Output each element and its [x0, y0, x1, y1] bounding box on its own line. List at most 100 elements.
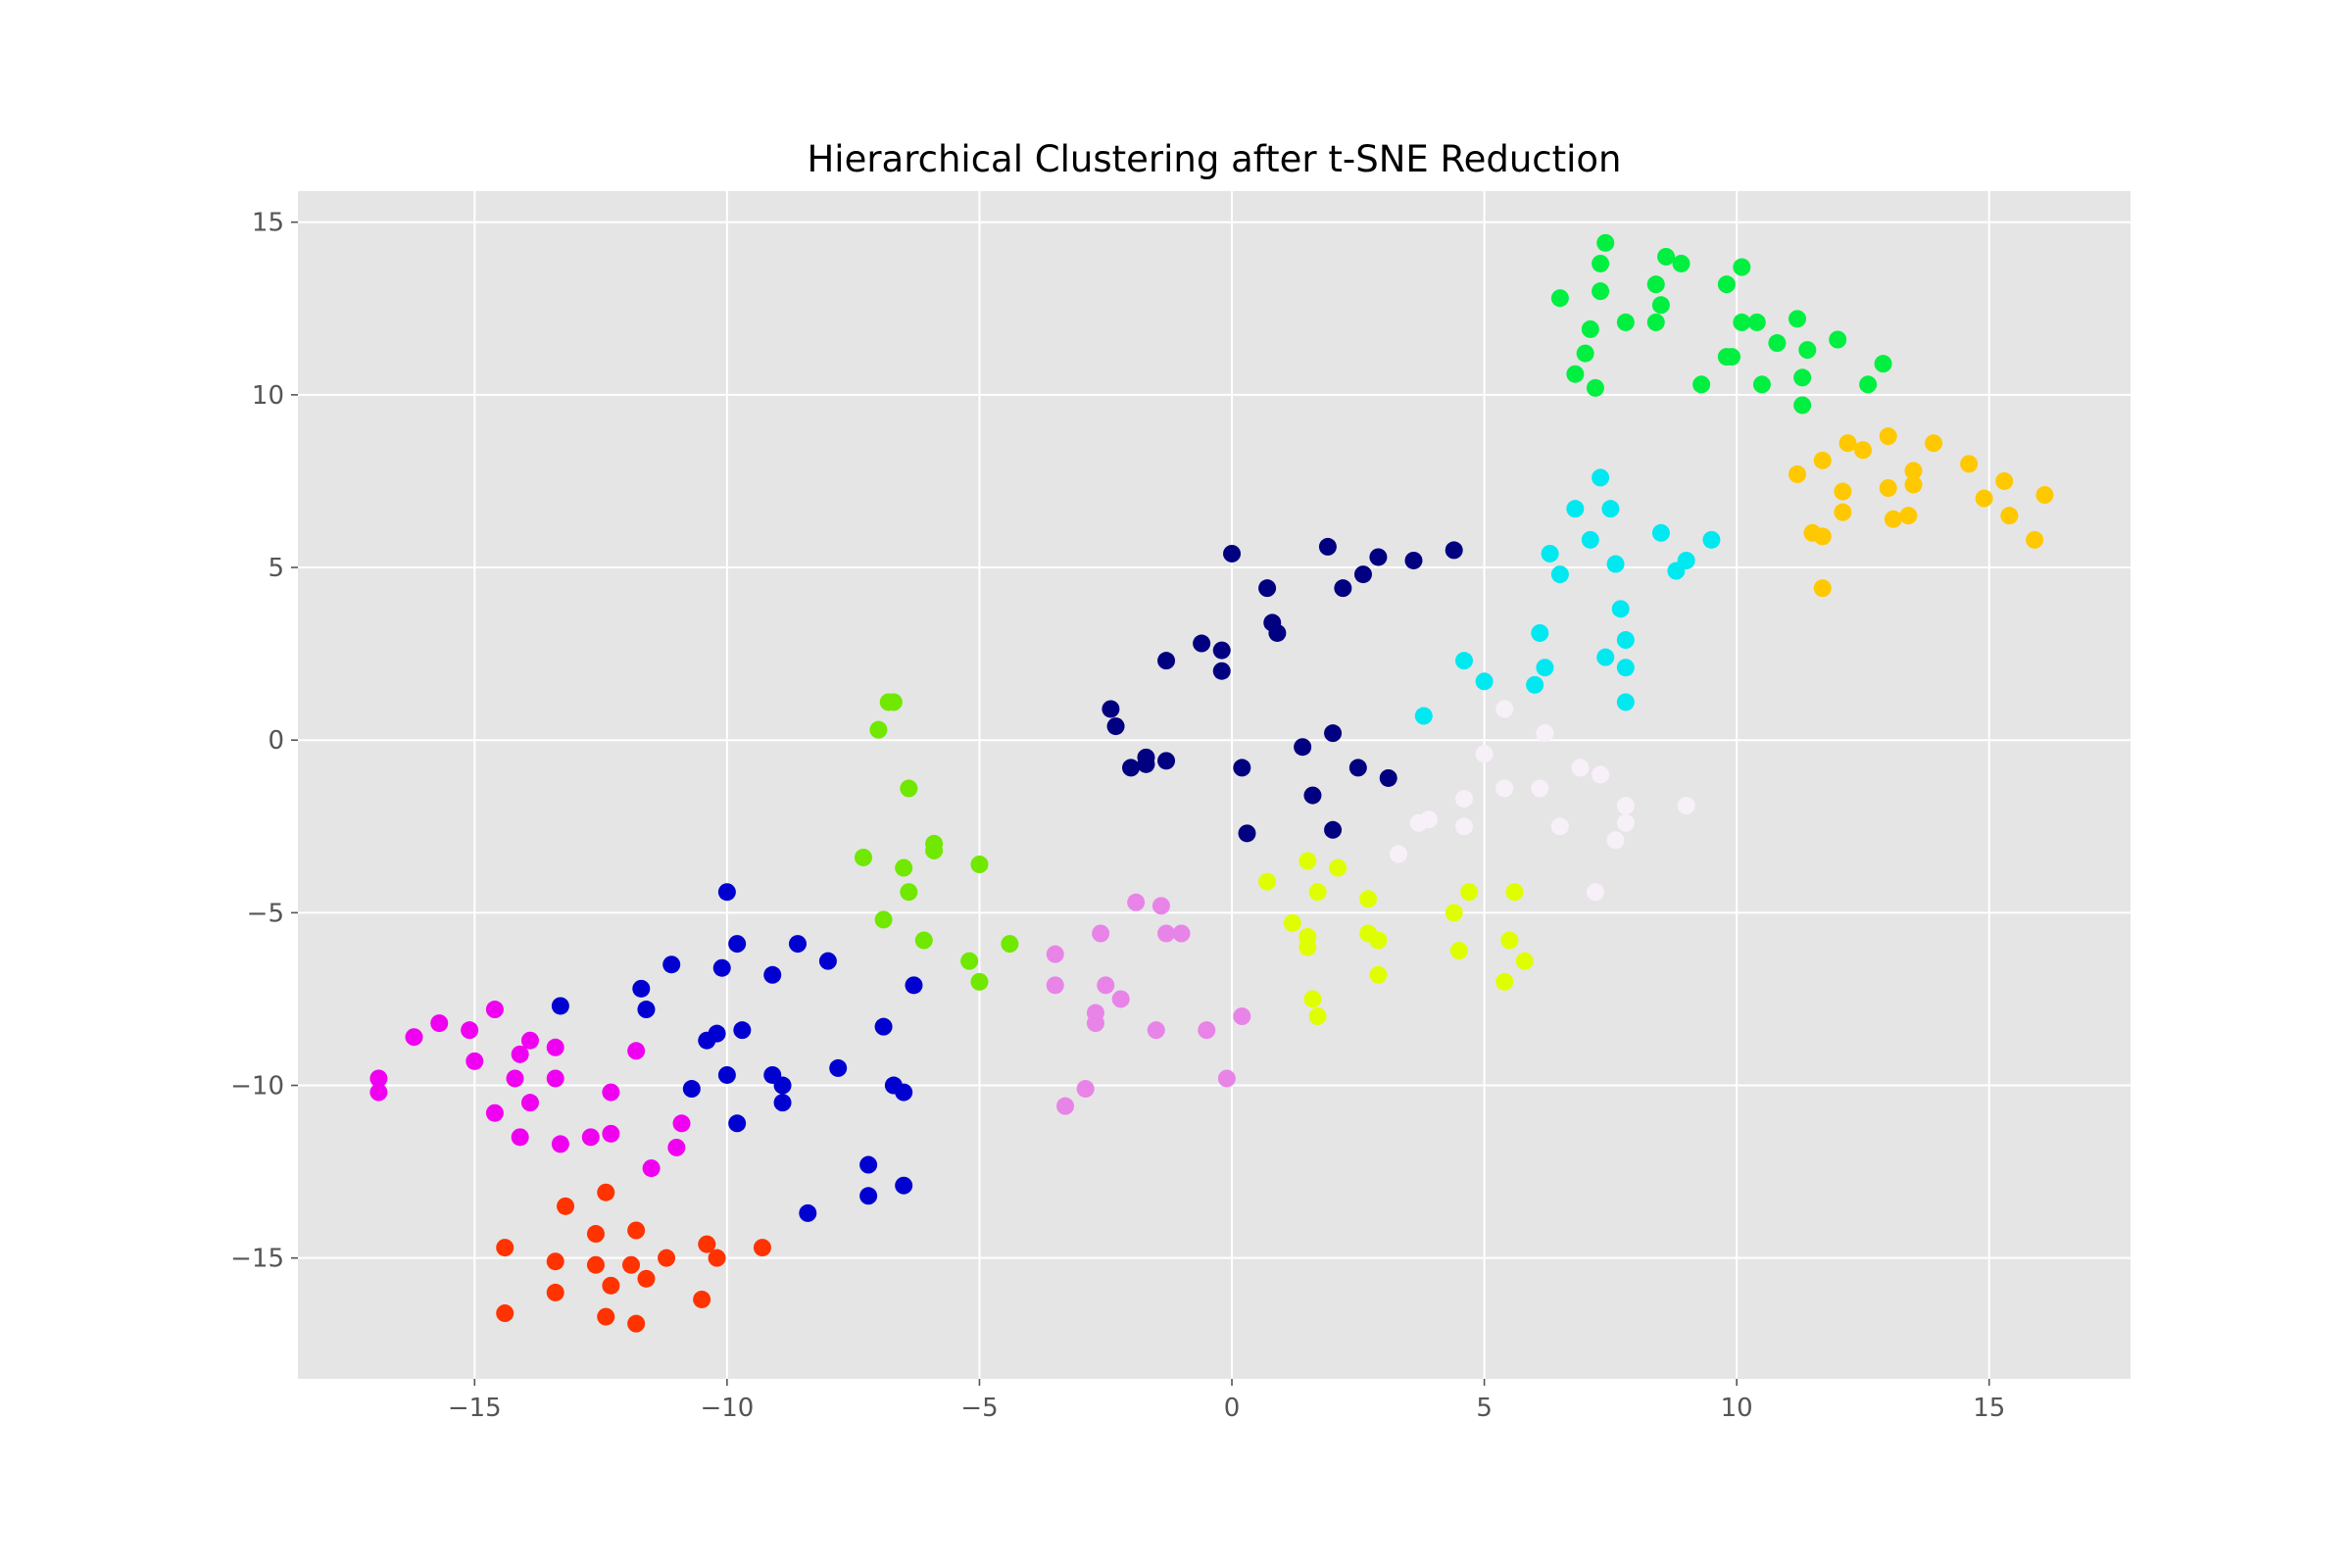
y-tick-label: 10: [252, 381, 284, 411]
data-point: [581, 1128, 600, 1147]
data-point: [829, 1058, 848, 1077]
data-point: [1834, 482, 1852, 501]
data-point: [1198, 1021, 1216, 1040]
data-point: [2026, 530, 2044, 549]
data-point: [1733, 258, 1751, 276]
data-point: [1536, 659, 1554, 677]
data-point: [1268, 623, 1287, 642]
data-point: [632, 979, 651, 998]
data-point: [1298, 852, 1317, 870]
data-point: [637, 1269, 656, 1288]
data-point: [1217, 1069, 1236, 1088]
data-point: [1495, 779, 1514, 798]
data-point: [1526, 675, 1544, 694]
data-point: [1414, 707, 1433, 725]
data-point: [1515, 952, 1534, 970]
data-point: [859, 1187, 878, 1205]
x-tick-label: −10: [700, 1394, 754, 1423]
data-point: [1308, 883, 1327, 902]
data-point: [1874, 355, 1892, 373]
data-point: [405, 1028, 423, 1047]
data-point: [1353, 565, 1372, 584]
data-point: [728, 935, 747, 954]
data-point: [369, 1083, 388, 1102]
data-point: [1571, 759, 1590, 777]
data-point: [642, 1159, 661, 1178]
data-point: [1752, 375, 1771, 394]
data-point: [1651, 523, 1670, 542]
data-point: [1127, 893, 1146, 911]
data-point: [520, 1031, 539, 1050]
data-point: [1419, 810, 1438, 829]
data-point: [1238, 824, 1256, 843]
data-point: [717, 1065, 736, 1084]
data-point: [461, 1021, 479, 1040]
data-point: [602, 1124, 620, 1143]
data-point: [693, 1290, 711, 1308]
data-point: [818, 952, 837, 970]
data-point: [627, 1221, 646, 1240]
data-point: [1904, 475, 1923, 494]
data-point: [789, 935, 807, 954]
data-point: [1102, 700, 1120, 718]
data-point: [1646, 275, 1665, 294]
data-point: [717, 883, 736, 902]
data-point: [1717, 348, 1736, 367]
data-point: [1596, 233, 1615, 252]
data-point: [773, 1094, 792, 1112]
data-point: [1566, 500, 1585, 518]
data-point: [2000, 507, 2019, 525]
data-point: [1581, 530, 1599, 549]
data-point: [1925, 434, 1943, 453]
data-point: [1308, 1007, 1327, 1026]
data-point: [1212, 662, 1231, 680]
data-point: [1157, 652, 1176, 670]
data-point: [1879, 479, 1897, 497]
data-point: [602, 1083, 620, 1102]
data-point: [1586, 883, 1604, 902]
data-point: [895, 1083, 913, 1102]
data-point: [1369, 931, 1388, 950]
data-point: [1318, 537, 1337, 556]
data-point: [1445, 541, 1463, 560]
data-point: [506, 1069, 524, 1088]
data-point: [1046, 976, 1064, 995]
data-point: [1223, 544, 1242, 563]
data-point: [602, 1276, 620, 1295]
data-point: [637, 1001, 656, 1019]
data-point: [1348, 759, 1367, 777]
grid-lines: [298, 191, 2131, 1379]
data-point: [1460, 883, 1479, 902]
data-point: [546, 1252, 564, 1271]
data-point: [698, 1235, 716, 1253]
data-point: [1838, 434, 1857, 453]
data-point: [1157, 924, 1176, 943]
data-point: [869, 720, 888, 739]
data-point: [874, 1017, 893, 1036]
data-point: [1611, 600, 1630, 618]
y-tick-label: −10: [230, 1072, 284, 1102]
x-tick-label: 10: [1721, 1394, 1753, 1423]
data-point: [586, 1225, 605, 1244]
data-point: [1369, 965, 1388, 984]
cluster-series-1: [1550, 233, 1892, 415]
data-point: [1616, 813, 1635, 832]
data-point: [1788, 465, 1806, 483]
data-point: [557, 1197, 575, 1215]
data-point: [546, 1069, 564, 1088]
data-point: [627, 1314, 646, 1333]
data-point: [1172, 924, 1191, 943]
data-point: [551, 1135, 569, 1153]
data-point: [1212, 641, 1231, 660]
data-point: [1449, 942, 1468, 960]
data-point: [1505, 883, 1524, 902]
data-point: [1359, 890, 1378, 908]
data-point: [900, 883, 918, 902]
data-point: [859, 1155, 878, 1174]
data-point: [1475, 672, 1494, 691]
data-point: [1702, 530, 1721, 549]
cluster-series-6: [854, 693, 1019, 991]
data-point: [597, 1307, 615, 1326]
data-point: [1056, 1097, 1075, 1115]
data-point: [1646, 313, 1665, 331]
